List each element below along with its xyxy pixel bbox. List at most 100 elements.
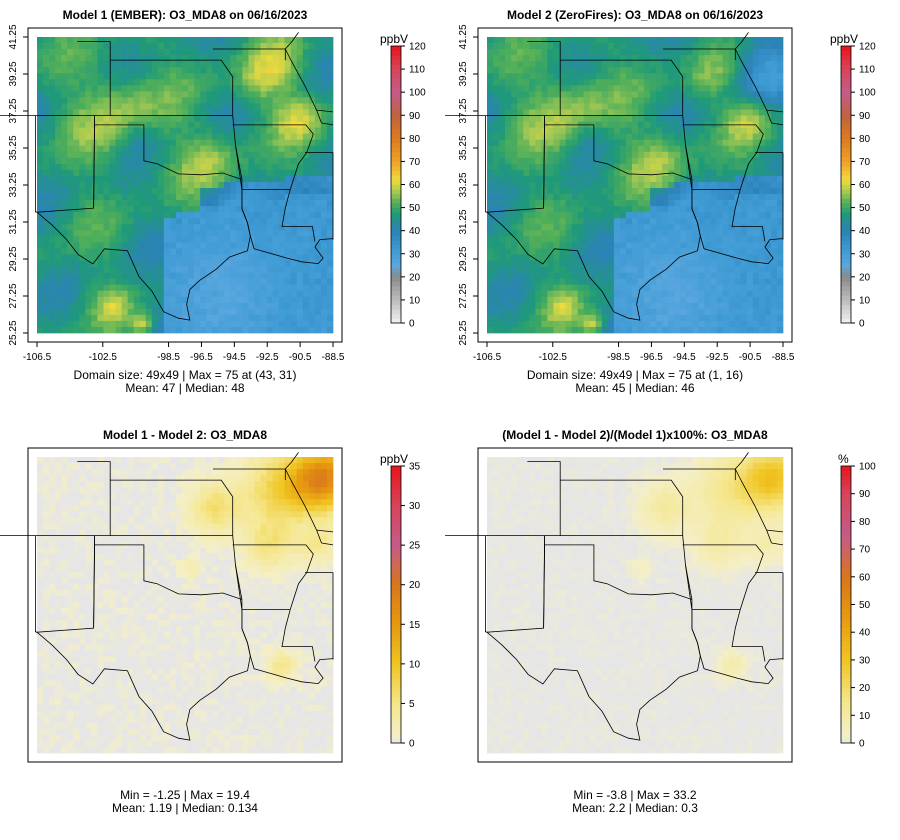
heatmap-cell [266,43,273,50]
heatmap-cell [254,97,261,104]
heatmap-cell [758,326,766,334]
heatmap-cell [133,151,141,159]
heatmap-cell [607,181,615,189]
heatmap-cell [242,85,249,92]
heatmap-cell [278,272,286,279]
heatmap-cell [79,308,86,316]
heatmap-cell [61,175,68,183]
heatmap-cell [163,103,171,110]
heatmap-cell [692,302,699,310]
heatmap-cell [650,121,657,128]
heatmap-cell [499,206,506,213]
heatmap-cell [686,49,693,56]
heatmap-cell [704,163,711,171]
heatmap-cell [61,121,68,128]
heatmap-cell [487,109,494,116]
heatmap-cell [722,218,729,225]
heatmap-cell [37,272,44,279]
heatmap-cell [638,37,645,44]
heatmap-cell [583,308,591,316]
heatmap-cell [577,206,584,213]
heatmap-cell [511,290,518,298]
heatmap-cell [704,91,711,98]
heatmap-cell [698,296,705,304]
heatmap-cell [565,43,572,50]
heatmap-cell [511,224,518,231]
heatmap-cell [601,169,609,177]
heatmap-cell [638,115,645,122]
heatmap-cell [535,49,542,56]
heatmap-cell [716,314,723,322]
heatmap-cell [55,43,62,50]
heatmap-cell [553,133,560,141]
heatmap-cell [49,115,56,122]
heatmap-cell [752,188,760,195]
colorbar-segment [391,73,401,79]
heatmap-cell [308,151,316,159]
heatmap-cell [260,109,267,116]
heatmap-cell [638,194,645,201]
heatmap-cell [668,79,675,86]
heatmap-cell [662,302,669,310]
heatmap-cell [85,314,92,322]
heatmap-cell [236,266,243,273]
heatmap-cell [511,308,518,316]
heatmap-cell [758,145,766,153]
heatmap-cell [260,314,267,322]
heatmap-cell [181,218,189,225]
heatmap-cell [764,326,772,334]
heatmap-cell [559,67,566,74]
heatmap-cell [109,290,116,298]
heatmap-cell [230,236,237,243]
heatmap-cell [61,127,68,134]
heatmap-cell [553,302,560,310]
heatmap-cell [260,188,267,195]
heatmap-cell [133,266,141,273]
heatmap-cell [692,55,699,62]
heatmap-cell [619,61,627,68]
heatmap-cell [194,85,201,92]
heatmap-cell [589,248,597,255]
heatmap-cell [656,37,663,44]
heatmap-cell [511,230,518,237]
heatmap-cell [67,272,74,279]
heatmap-cell [272,320,279,328]
heatmap-cell [272,91,279,98]
heatmap-cell [644,260,651,267]
heatmap-cell [722,49,729,56]
heatmap-cell [547,308,554,316]
heatmap-cell [770,242,778,249]
heatmap-cell [308,139,316,147]
heatmap-cell [529,194,536,201]
heatmap-cell [278,151,286,159]
heatmap-cell [169,163,177,171]
heatmap-cell [631,212,639,219]
heatmap-cell [224,97,231,104]
heatmap-cell [698,308,705,316]
heatmap-cell [212,67,219,74]
heatmap-cell [284,67,292,74]
heatmap-cell [169,73,177,80]
heatmap-cell [97,49,104,56]
heatmap-cell [163,242,171,249]
heatmap-cell [194,206,201,213]
colorbar-segment [391,281,401,287]
heatmap-cell [181,133,189,141]
heatmap-cell [631,230,639,237]
heatmap-cell [553,194,560,201]
heatmap-cell [37,103,44,110]
heatmap-cell [188,218,195,225]
heatmap-cell [145,55,153,62]
heatmap-cell [710,224,717,231]
heatmap-cell [236,103,243,110]
heatmap-cell [79,314,86,322]
heatmap-cell [314,67,322,74]
heatmap-cell [236,151,243,159]
heatmap-cells [487,37,784,334]
heatmap-cell [511,73,518,80]
heatmap-cell [67,218,74,225]
heatmap-cell [650,206,657,213]
heatmap-cell [242,212,249,219]
heatmap-cell [290,49,298,56]
heatmap-cell [127,266,134,273]
